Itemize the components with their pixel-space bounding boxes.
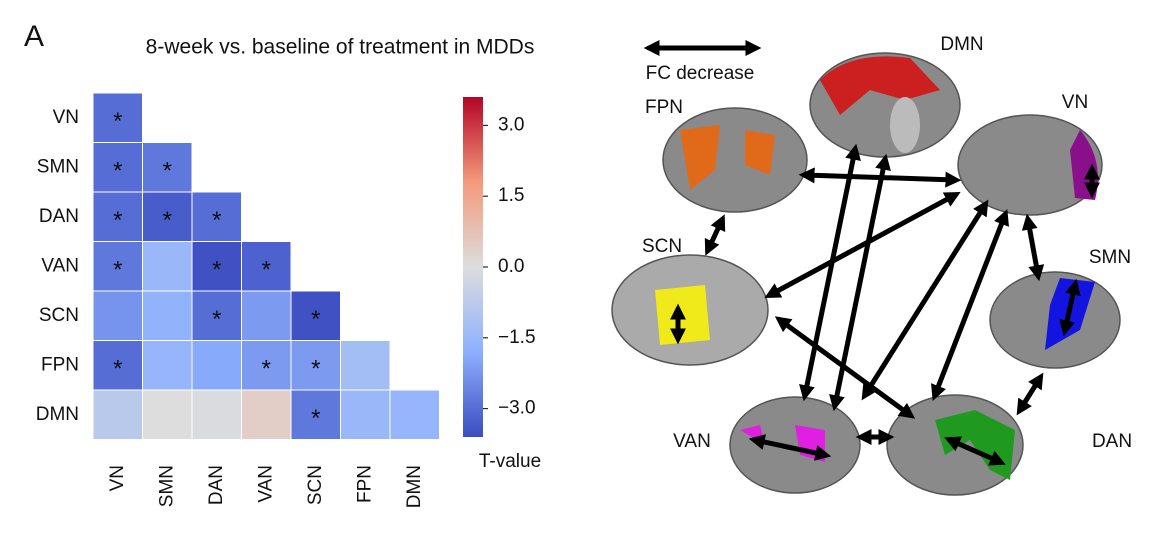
- significance-mark: *: [311, 405, 320, 432]
- brain-fpn: [662, 107, 808, 213]
- heatmap-cell: [92, 290, 143, 341]
- row-label: FPN: [41, 354, 79, 375]
- column-label: DMN: [404, 465, 425, 508]
- connection-arrow: [931, 209, 1009, 401]
- heatmap-cell: [92, 389, 143, 440]
- panel-label: A: [24, 20, 44, 53]
- heatmap-cell: [92, 191, 143, 242]
- column-label: SMN: [156, 465, 177, 507]
- heatmap-cell: [92, 340, 143, 391]
- row-label: VAN: [41, 255, 79, 276]
- colorbar: [463, 97, 483, 437]
- brain-dan: [886, 394, 1024, 496]
- column-label: VN: [107, 465, 128, 491]
- significance-mark: *: [262, 356, 271, 383]
- node-label: FPN: [645, 97, 683, 118]
- heatmap-cell: [191, 241, 242, 292]
- colorbar-tick-label: 1.5: [498, 185, 524, 206]
- heatmap-cell: [191, 340, 242, 391]
- within-arrow: [944, 436, 1006, 466]
- colorbar-label: T-value: [479, 451, 541, 472]
- heatmap-cell: [92, 241, 143, 292]
- connection-arrow: [704, 214, 726, 256]
- brain-dmn: [809, 52, 961, 158]
- column-label: DAN: [206, 465, 227, 505]
- significance-mark: *: [113, 356, 122, 383]
- heatmap-cell: [191, 389, 242, 440]
- heatmap-cell: [340, 340, 391, 391]
- connection-arrow: [1021, 213, 1045, 282]
- significance-mark: *: [262, 257, 271, 284]
- significance-mark: *: [113, 158, 122, 185]
- row-label: SCN: [39, 305, 79, 326]
- heatmap-cell: [92, 142, 143, 193]
- legend-label: FC decrease: [646, 63, 755, 84]
- significance-mark: *: [212, 257, 221, 284]
- colorbar-tick-label: 3.0: [498, 114, 524, 135]
- brain-van: [729, 396, 861, 494]
- heatmap-cell: [142, 389, 193, 440]
- significance-mark: *: [113, 108, 122, 135]
- colorbar-tick-label: −1.5: [498, 327, 536, 348]
- heatmap-cell: [340, 389, 391, 440]
- heatmap-cell: [142, 241, 193, 292]
- significance-mark: *: [163, 158, 172, 185]
- brain-scn: [611, 254, 769, 366]
- significance-mark: *: [212, 306, 221, 333]
- row-label: SMN: [37, 156, 79, 177]
- row-label: VN: [53, 107, 79, 128]
- colorbar-tick-label: 0.0: [498, 256, 524, 277]
- node-label: DMN: [940, 34, 983, 55]
- node-label: VAN: [673, 431, 711, 452]
- connection-arrow: [774, 316, 916, 419]
- within-arrow: [1059, 278, 1081, 337]
- heatmap-cell: [241, 389, 292, 440]
- column-label: FPN: [354, 465, 375, 503]
- brain-network-diagram: FC decrease DMN FPN VN SCN SMN VAN DAN: [611, 34, 1132, 496]
- node-label: SMN: [1089, 247, 1131, 268]
- significance-mark: *: [311, 356, 320, 383]
- within-arrow: [748, 434, 832, 461]
- heatmap-cell: [290, 389, 341, 440]
- significance-mark: *: [311, 306, 320, 333]
- brain-smn: [989, 271, 1121, 369]
- heatmap-cell: [142, 340, 193, 391]
- row-label: DAN: [39, 206, 79, 227]
- heatmap-cell: [290, 290, 341, 341]
- column-label: SCN: [305, 465, 326, 505]
- heatmap-cell: [191, 290, 242, 341]
- chart-title: 8-week vs. baseline of treatment in MDDs: [146, 36, 535, 59]
- significance-mark: *: [113, 207, 122, 234]
- heatmap-cell: [142, 290, 193, 341]
- significance-mark: *: [113, 257, 122, 284]
- node-label: DAN: [1092, 431, 1132, 452]
- column-label: VAN: [255, 465, 276, 503]
- node-label: SCN: [642, 236, 682, 257]
- heatmap-cell: [241, 290, 292, 341]
- significance-mark: *: [163, 207, 172, 234]
- connection-arrow: [1016, 372, 1044, 416]
- significance-mark: *: [212, 207, 221, 234]
- heatmap-cell: [142, 142, 193, 193]
- node-label: VN: [1062, 92, 1088, 113]
- heatmap-cell: [191, 191, 242, 242]
- heatmap-cell: [92, 92, 143, 143]
- brain-vn: [957, 114, 1103, 216]
- heatmap-cell: [241, 241, 292, 292]
- row-label: DMN: [36, 404, 79, 425]
- colorbar-tick-label: −3.0: [498, 398, 536, 419]
- heatmap-cell: [241, 340, 292, 391]
- heatmap-cell: [389, 389, 440, 440]
